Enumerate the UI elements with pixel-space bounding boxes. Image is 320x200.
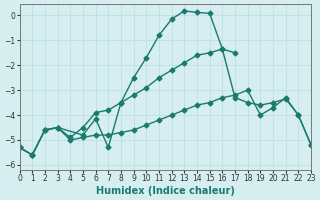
X-axis label: Humidex (Indice chaleur): Humidex (Indice chaleur) (96, 186, 235, 196)
